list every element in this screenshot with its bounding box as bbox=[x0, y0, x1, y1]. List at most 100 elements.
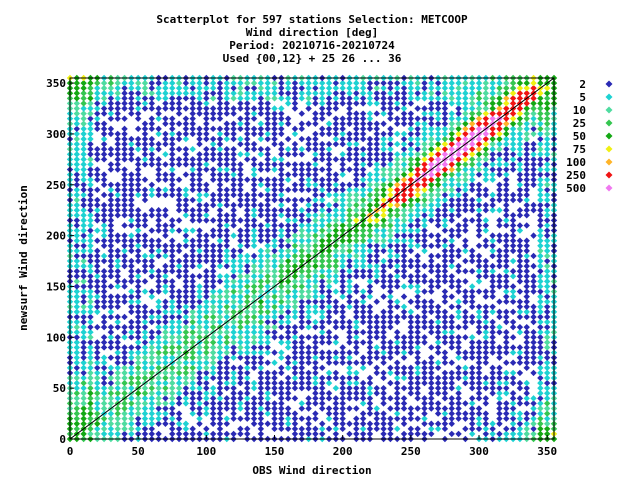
heatmap-cell bbox=[271, 379, 278, 387]
heatmap-cell bbox=[509, 156, 517, 163]
heatmap-cell bbox=[182, 313, 190, 321]
heatmap-cell bbox=[537, 288, 544, 295]
heatmap-cell bbox=[209, 313, 217, 321]
heatmap-cell bbox=[448, 313, 455, 321]
heatmap-cell bbox=[114, 420, 121, 427]
heatmap-cell bbox=[278, 257, 285, 265]
heatmap-cell bbox=[428, 308, 435, 316]
heatmap-cell bbox=[223, 257, 230, 265]
heatmap-cell bbox=[434, 364, 442, 372]
heatmap-cell bbox=[394, 222, 401, 229]
heatmap-cell bbox=[373, 84, 380, 92]
heatmap-cell bbox=[73, 222, 81, 229]
heatmap-cell bbox=[175, 364, 183, 372]
heatmap-cell bbox=[441, 405, 449, 412]
heatmap-cell bbox=[162, 186, 169, 194]
heatmap-cell bbox=[448, 384, 455, 392]
heatmap-cell bbox=[107, 283, 115, 290]
heatmap-cell bbox=[462, 298, 469, 305]
heatmap-cell bbox=[73, 288, 81, 295]
heatmap-cell bbox=[400, 415, 408, 422]
heatmap-cell bbox=[509, 323, 517, 331]
heatmap-cell bbox=[359, 379, 367, 387]
heatmap-cell bbox=[284, 420, 292, 427]
heatmap-cell bbox=[141, 84, 149, 92]
heatmap-cell bbox=[175, 191, 183, 199]
heatmap-cell bbox=[387, 283, 394, 290]
heatmap-cell bbox=[475, 151, 483, 158]
heatmap-cell bbox=[203, 318, 210, 326]
heatmap-cell bbox=[141, 384, 149, 392]
heatmap-cell bbox=[80, 151, 87, 158]
heatmap-cell bbox=[148, 395, 156, 402]
heatmap-cell bbox=[257, 410, 265, 417]
heatmap-cell bbox=[107, 212, 115, 219]
heatmap-cell bbox=[373, 171, 380, 178]
heatmap-cell bbox=[203, 145, 210, 153]
heatmap-cell bbox=[216, 278, 224, 285]
heatmap-cell bbox=[223, 247, 230, 255]
heatmap-cell bbox=[134, 252, 142, 260]
heatmap-cell bbox=[373, 90, 380, 97]
heatmap-cell bbox=[209, 374, 217, 382]
heatmap-cell bbox=[339, 140, 346, 148]
heatmap-cell bbox=[366, 181, 374, 188]
heatmap-cell bbox=[80, 171, 87, 178]
heatmap-cell bbox=[394, 196, 401, 204]
heatmap-cell bbox=[271, 140, 278, 148]
heatmap-cell bbox=[537, 105, 544, 112]
heatmap-cell bbox=[87, 135, 94, 143]
heatmap-cell bbox=[182, 334, 190, 341]
heatmap-cell bbox=[441, 90, 449, 97]
heatmap-cell bbox=[284, 212, 292, 219]
heatmap-cell bbox=[414, 329, 421, 336]
heatmap-cell bbox=[380, 369, 387, 377]
heatmap-cell bbox=[523, 293, 530, 300]
heatmap-cell bbox=[366, 115, 374, 122]
heatmap-cell bbox=[250, 252, 258, 260]
heatmap-cell bbox=[250, 283, 258, 290]
heatmap-cell bbox=[400, 308, 408, 316]
heatmap-cell bbox=[107, 298, 115, 305]
heatmap-cell bbox=[441, 84, 449, 92]
heatmap-cell bbox=[196, 400, 203, 407]
heatmap-cell bbox=[373, 156, 380, 163]
heatmap-cell bbox=[312, 379, 319, 387]
heatmap-cell bbox=[489, 201, 496, 209]
heatmap-cell bbox=[346, 166, 353, 173]
heatmap-cell bbox=[223, 415, 230, 422]
heatmap-cell bbox=[128, 171, 135, 178]
heatmap-cell bbox=[94, 395, 101, 402]
heatmap-cell bbox=[196, 90, 203, 97]
heatmap-cell bbox=[475, 354, 483, 361]
heatmap-cell bbox=[448, 135, 455, 143]
heatmap-cell bbox=[250, 257, 258, 265]
heatmap-cell bbox=[475, 181, 483, 188]
heatmap-cell bbox=[407, 273, 415, 280]
heatmap-cell bbox=[359, 400, 367, 407]
heatmap-cell bbox=[284, 293, 292, 300]
heatmap-cell bbox=[148, 95, 156, 102]
heatmap-cell bbox=[182, 268, 190, 275]
heatmap-cell bbox=[278, 288, 285, 295]
heatmap-cell bbox=[175, 395, 183, 402]
heatmap-cell bbox=[155, 374, 162, 382]
heatmap-cell bbox=[516, 344, 524, 351]
heatmap-cell bbox=[332, 415, 340, 422]
heatmap-cell bbox=[141, 262, 149, 270]
heatmap-cell bbox=[169, 374, 176, 382]
heatmap-cell bbox=[319, 293, 326, 300]
heatmap-cell bbox=[121, 140, 128, 148]
heatmap-cell bbox=[434, 308, 442, 316]
heatmap-cell bbox=[278, 364, 285, 372]
heatmap-cell bbox=[468, 395, 476, 402]
heatmap-cell bbox=[421, 156, 428, 163]
heatmap-cell bbox=[441, 105, 449, 112]
heatmap-cell bbox=[537, 390, 544, 397]
heatmap-cell bbox=[169, 384, 176, 392]
heatmap-cell bbox=[414, 415, 421, 422]
heatmap-cell bbox=[257, 430, 265, 438]
heatmap-cell bbox=[543, 135, 551, 143]
heatmap-cell bbox=[448, 303, 455, 311]
heatmap-cell bbox=[530, 318, 537, 326]
